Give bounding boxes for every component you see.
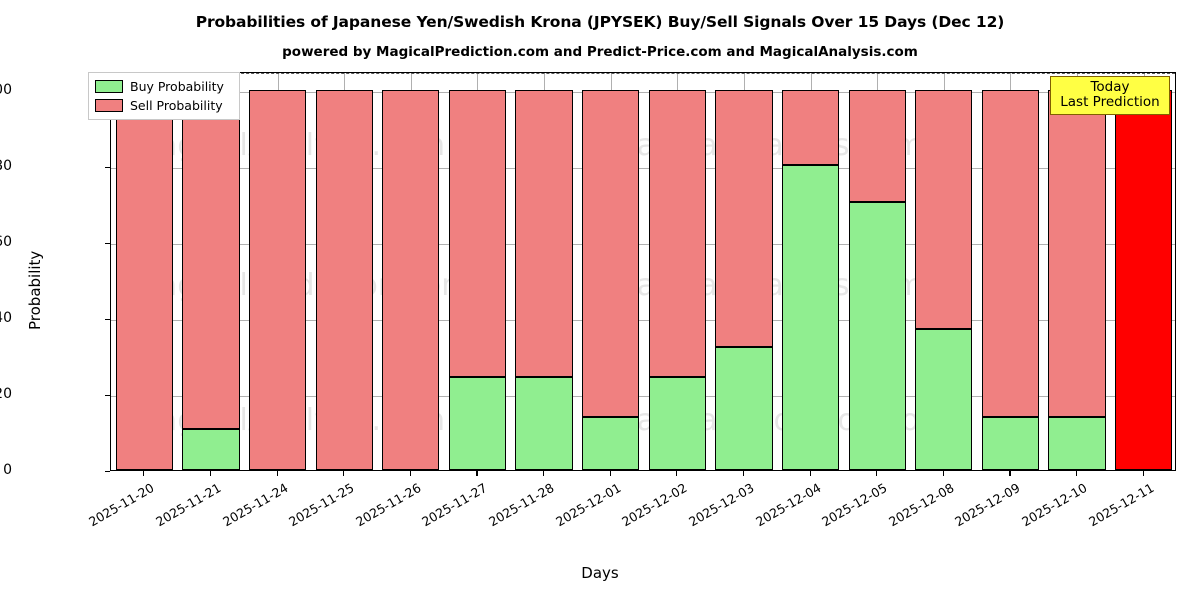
x-tick-mark (276, 471, 278, 476)
x-tick-mark (143, 471, 145, 476)
bar-column[interactable] (648, 71, 706, 470)
today-annotation: Today Last Prediction (1050, 76, 1170, 116)
gridline-y-60 (111, 244, 1175, 245)
bar-segment-today[interactable] (1115, 90, 1173, 470)
y-tick-label: 0 (3, 462, 12, 478)
y-tick-mark (105, 471, 110, 473)
x-tick-mark (1076, 471, 1078, 476)
bar-segment-sell[interactable] (715, 90, 773, 348)
bar-segment-sell[interactable] (781, 90, 840, 165)
bar-column[interactable] (848, 71, 906, 470)
plot-area: MagicalAnalysis.comMagicalAnalysis.comMa… (110, 72, 1176, 471)
today-label-line1: Today (1090, 79, 1130, 95)
bar-segment-sell[interactable] (915, 90, 973, 330)
chart-title: Probabilities of Japanese Yen/Swedish Kr… (195, 13, 1005, 31)
bar-segment-sell[interactable] (382, 90, 440, 470)
bar-segment-buy[interactable] (182, 428, 240, 470)
bar-segment-sell[interactable] (1048, 90, 1106, 417)
bar-column[interactable] (1115, 71, 1173, 470)
bar-segment-buy[interactable] (848, 202, 906, 470)
y-tick-label: 20 (0, 386, 12, 402)
x-tick-mark (942, 471, 944, 476)
y-tick-mark (105, 167, 110, 169)
bar-segment-sell[interactable] (182, 90, 240, 429)
legend-label-buy: Buy Probability (130, 79, 224, 94)
bar-segment-buy[interactable] (715, 347, 773, 470)
x-tick-mark (343, 471, 345, 476)
bar-column[interactable] (781, 71, 840, 470)
x-tick-mark (1142, 471, 1144, 476)
x-tick-mark (543, 471, 545, 476)
y-tick-mark (105, 243, 110, 245)
bar-column[interactable] (515, 71, 573, 470)
bar-segment-buy[interactable] (582, 416, 640, 470)
y-tick-label: 100 (0, 82, 12, 98)
bar-segment-buy[interactable] (448, 376, 507, 470)
today-label-line2: Last Prediction (1060, 94, 1160, 111)
y-tick-mark (105, 395, 110, 397)
x-tick-mark (742, 471, 745, 476)
bar-segment-sell[interactable] (248, 90, 307, 470)
bar-column[interactable] (981, 71, 1040, 470)
bar-segment-buy[interactable] (915, 329, 973, 470)
bar-column[interactable] (582, 71, 640, 470)
bar-column[interactable] (1048, 71, 1106, 470)
bar-segment-buy[interactable] (648, 376, 706, 470)
bar-segment-buy[interactable] (1048, 416, 1106, 470)
bar-segment-sell[interactable] (848, 90, 906, 203)
bar-column[interactable] (248, 71, 307, 470)
bar-column[interactable] (182, 71, 240, 470)
bar-column[interactable] (115, 71, 173, 470)
bar-column[interactable] (382, 71, 440, 470)
reference-dashed-line (111, 73, 1175, 74)
bar-column[interactable] (315, 71, 373, 470)
x-tick-mark (809, 471, 811, 476)
y-tick-label: 80 (0, 158, 12, 174)
gridline-y-40 (111, 320, 1175, 321)
x-tick-mark (876, 471, 878, 476)
gridline-y-80 (111, 168, 1175, 169)
y-tick-mark (105, 319, 110, 321)
legend-label-sell: Sell Probability (130, 98, 223, 113)
gridline-y-20 (111, 396, 1175, 397)
bar-segment-buy[interactable] (515, 376, 573, 470)
bar-segment-sell[interactable] (582, 90, 640, 417)
y-tick-label: 40 (0, 310, 12, 326)
gridline-y-100 (111, 92, 1175, 93)
legend-item-buy: Buy Probability (95, 77, 233, 96)
x-tick-mark (676, 471, 678, 476)
bar-segment-sell[interactable] (981, 90, 1040, 417)
bar-segment-buy[interactable] (981, 416, 1040, 470)
bar-segment-sell[interactable] (315, 90, 373, 470)
x-tick-mark (209, 471, 212, 476)
x-tick-mark (1009, 471, 1011, 476)
bar-column[interactable] (448, 71, 507, 470)
x-tick-mark (609, 471, 611, 476)
x-tick-mark (476, 471, 478, 476)
y-axis-label: Probability (26, 250, 44, 330)
y-tick-label: 60 (0, 234, 12, 250)
chart-subtitle: powered by MagicalPrediction.com and Pre… (282, 44, 918, 60)
x-tick-mark (409, 471, 411, 476)
legend: Buy Probability Sell Probability (88, 72, 240, 120)
x-axis-label: Days (581, 564, 619, 582)
bar-column[interactable] (915, 71, 973, 470)
bar-segment-sell[interactable] (515, 90, 573, 377)
bar-segment-buy[interactable] (781, 164, 840, 470)
legend-swatch-buy (95, 80, 123, 93)
legend-swatch-sell (95, 99, 123, 112)
bar-segment-sell[interactable] (448, 90, 507, 377)
bar-column[interactable] (715, 71, 773, 470)
legend-item-sell: Sell Probability (95, 96, 233, 115)
bar-segment-sell[interactable] (115, 90, 173, 470)
bar-segment-sell[interactable] (648, 90, 706, 377)
bar-series-layer (111, 73, 1175, 470)
